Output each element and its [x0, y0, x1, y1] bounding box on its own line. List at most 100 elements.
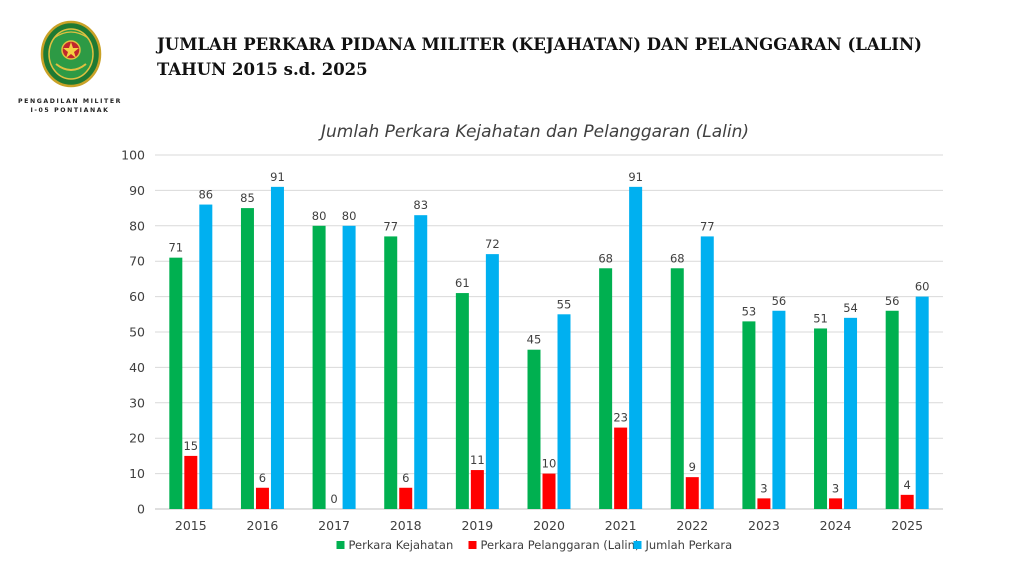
bar-kejahatan	[455, 293, 469, 509]
x-tick-label: 2021	[605, 518, 637, 533]
bar-pelanggaran	[829, 498, 843, 509]
data-label: 68	[598, 251, 613, 265]
y-tick-label: 0	[137, 502, 145, 517]
y-tick-label: 30	[129, 395, 145, 410]
bar-kejahatan	[885, 310, 899, 509]
data-label: 55	[557, 297, 572, 311]
data-label: 51	[813, 311, 828, 325]
legend-item: Jumlah Perkara	[633, 538, 733, 552]
title-line1: JUMLAH PERKARA PIDANA MILITER (KEJAHATAN…	[157, 35, 922, 54]
bar-jumlah	[844, 317, 858, 509]
org-line1: PENGADILAN MILITER	[17, 98, 123, 105]
y-axis: 0 10 20 30 40 50 60 70 80 90 100	[121, 148, 145, 517]
title-line2: TAHUN 2015 s.d. 2025	[157, 60, 368, 79]
bar-pelanggaran	[685, 477, 699, 509]
legend-item: Perkara Pelanggaran (Lalin)	[468, 538, 640, 552]
x-tick-label: 2016	[247, 518, 279, 533]
legend-label: Jumlah Perkara	[645, 538, 733, 552]
bar-jumlah	[772, 310, 786, 509]
bar-jumlah	[199, 204, 213, 509]
organization-name: PENGADILAN MILITER I-05 PONTIANAK	[10, 97, 130, 115]
x-axis: 2015 2016 2017 2018 2019 2020 2021 2022 2023 2024…	[175, 518, 923, 533]
data-label: 77	[700, 219, 715, 233]
y-tick-label: 70	[129, 254, 145, 269]
gridlines	[155, 154, 943, 510]
bar-kejahatan	[527, 349, 541, 509]
data-label: 6	[402, 471, 409, 485]
legend-swatch	[336, 541, 345, 549]
data-label: 15	[183, 439, 198, 453]
x-tick-label: 2015	[175, 518, 207, 533]
y-tick-label: 60	[129, 289, 145, 304]
category-group-2017: 80 0 80	[312, 209, 357, 510]
org-line2: I-05 PONTIANAK	[30, 107, 110, 114]
category-group-2020: 45 10 55	[527, 297, 572, 509]
data-label: 72	[485, 237, 500, 251]
data-label: 53	[742, 304, 757, 318]
data-label: 56	[885, 294, 900, 308]
data-label: 54	[843, 301, 858, 315]
y-tick-label: 50	[129, 325, 145, 340]
bar-kejahatan	[670, 268, 684, 509]
court-emblem-logo	[40, 20, 102, 88]
legend-item: Perkara Kejahatan	[336, 538, 454, 552]
data-label: 77	[383, 219, 398, 233]
legend-swatch	[468, 541, 477, 549]
bar-jumlah	[629, 186, 643, 510]
x-tick-label: 2017	[318, 518, 350, 533]
data-label: 68	[670, 251, 685, 265]
y-tick-label: 40	[129, 360, 145, 375]
data-label: 91	[270, 170, 285, 184]
x-tick-label: 2025	[891, 518, 923, 533]
category-group-2025: 56 4 60	[885, 280, 930, 509]
page-title: JUMLAH PERKARA PIDANA MILITER (KEJAHATAN…	[157, 32, 922, 82]
bar-pelanggaran	[470, 470, 484, 509]
bar-pelanggaran	[900, 494, 914, 509]
data-label: 11	[470, 453, 485, 467]
bar-jumlah	[557, 314, 571, 509]
bar-kejahatan	[384, 236, 398, 510]
category-group-2015: 71 15 86	[168, 188, 213, 509]
data-label: 23	[613, 411, 628, 425]
data-label: 85	[240, 191, 255, 205]
bar-pelanggaran	[757, 498, 771, 509]
data-label: 83	[413, 198, 428, 212]
data-label: 6	[259, 471, 266, 485]
data-label: 0	[330, 492, 337, 506]
x-tick-label: 2024	[820, 518, 852, 533]
data-label: 80	[312, 209, 327, 223]
bar-kejahatan	[814, 328, 828, 509]
bar-jumlah	[342, 225, 356, 510]
category-group-2023: 53 3 56	[742, 294, 786, 509]
data-label: 3	[760, 481, 767, 495]
data-label: 60	[915, 280, 930, 294]
bar-pelanggaran	[614, 427, 628, 509]
legend-label: Perkara Kejahatan	[349, 538, 454, 552]
bar-pelanggaran	[399, 487, 413, 509]
legend-label: Perkara Pelanggaran (Lalin)	[481, 538, 640, 552]
x-tick-label: 2018	[390, 518, 422, 533]
legend-swatch	[633, 541, 642, 549]
x-tick-label: 2022	[676, 518, 708, 533]
bar-kejahatan	[240, 208, 254, 509]
bar-kejahatan	[742, 321, 756, 509]
category-group-2022: 68 9 77	[670, 219, 715, 510]
data-label: 71	[168, 241, 183, 255]
bar-jumlah	[485, 254, 499, 509]
category-group-2024: 51 3 54	[813, 301, 858, 509]
data-label: 9	[689, 460, 696, 474]
data-label: 45	[527, 333, 542, 347]
y-tick-label: 90	[129, 183, 145, 198]
data-label: 80	[342, 209, 357, 223]
bar-jumlah	[270, 186, 284, 510]
data-label: 10	[542, 457, 557, 471]
data-label: 3	[832, 481, 839, 495]
bar-pelanggaran	[542, 473, 556, 509]
legend: Perkara Kejahatan Perkara Pelanggaran (La…	[336, 538, 733, 552]
category-group-2016: 85 6 91	[240, 170, 285, 510]
bar-kejahatan	[312, 225, 326, 510]
category-group-2019: 61 11 72	[455, 237, 500, 509]
category-group-2018: 77 6 83	[383, 198, 428, 510]
